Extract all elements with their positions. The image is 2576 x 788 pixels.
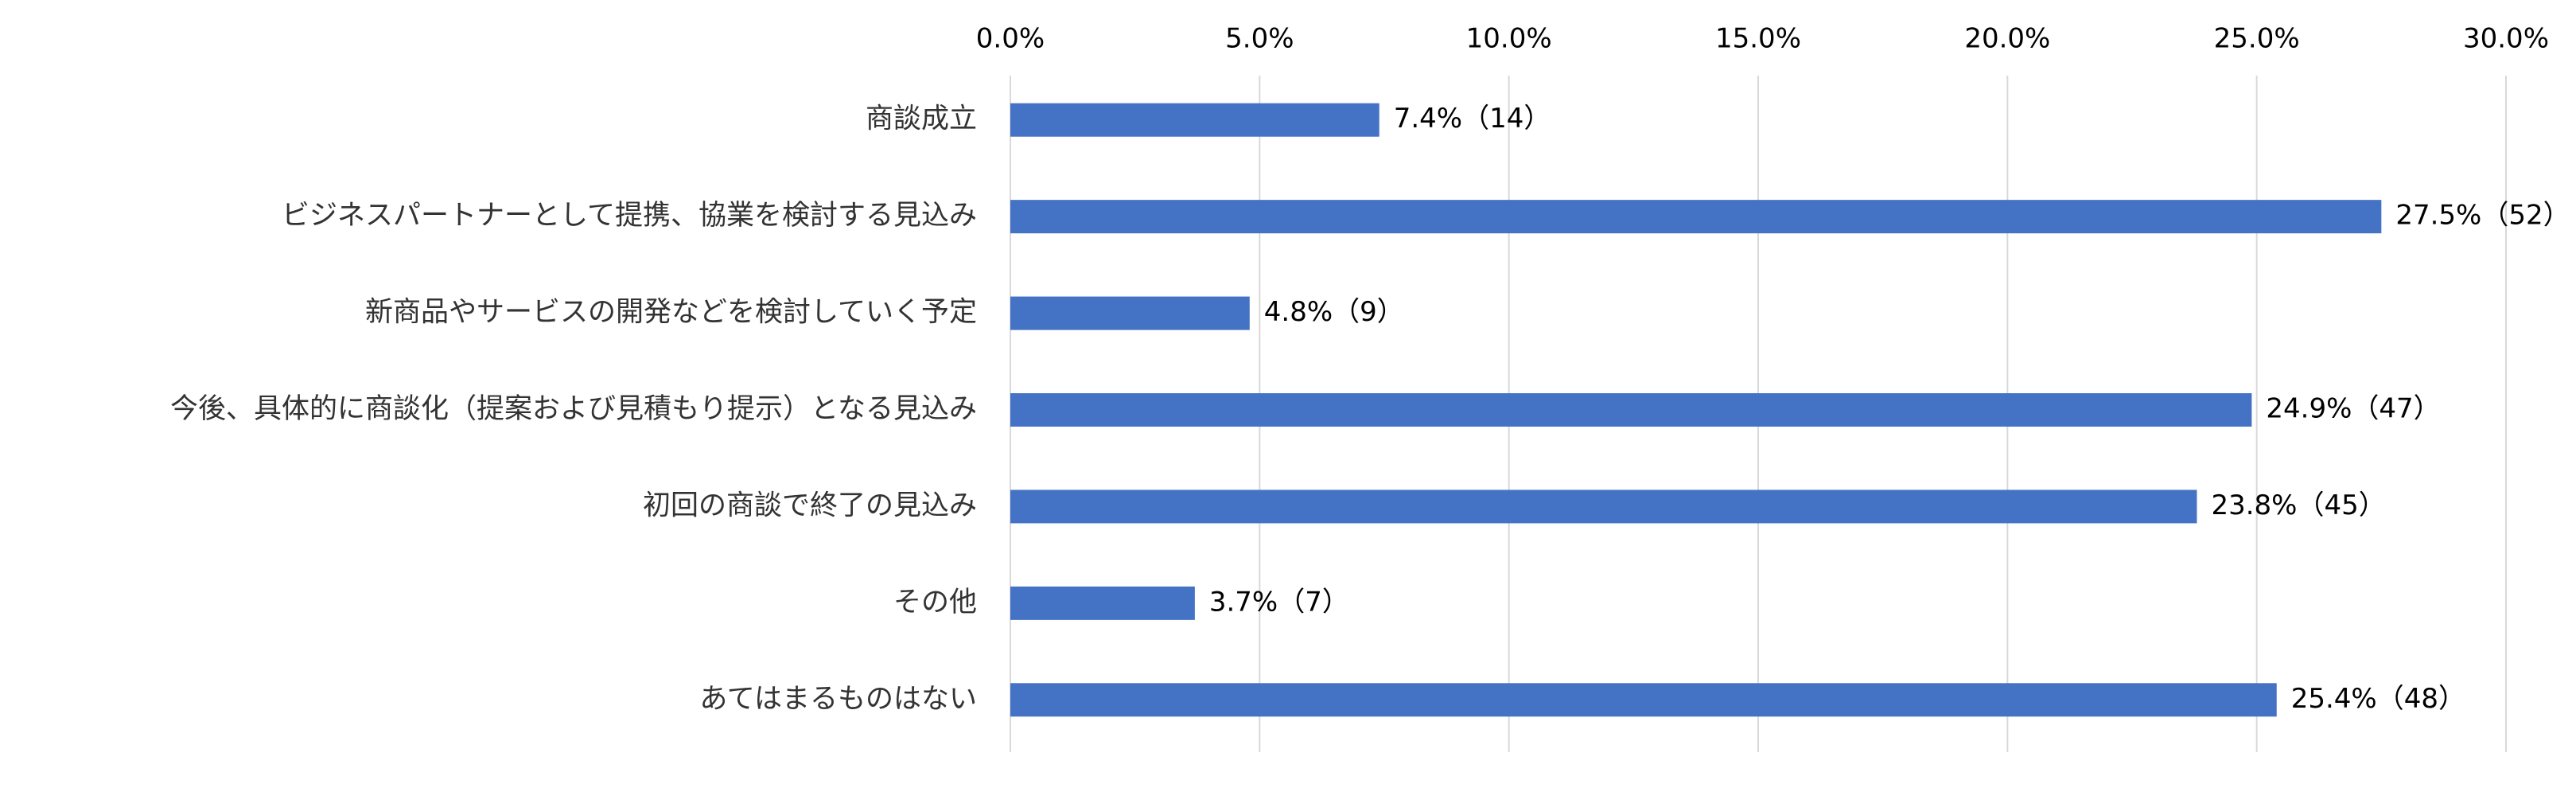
bar — [1010, 490, 2197, 524]
y-tick-label: 初回の商談で終了の見込み — [643, 490, 977, 521]
x-tick-label: 25.0% — [2214, 23, 2300, 55]
x-tick-label: 30.0% — [2463, 23, 2549, 55]
y-tick-label: その他 — [893, 587, 977, 618]
x-tick-label: 10.0% — [1466, 23, 1552, 55]
data-label: 27.5%（52） — [2395, 200, 2570, 232]
y-tick-label: ビジネスパートナーとして提携、協業を検討する見込み — [282, 200, 977, 232]
bar — [1010, 296, 1250, 330]
y-tick-label: あてはまるものはない — [699, 683, 977, 715]
data-label: 4.8%（9） — [1264, 296, 1404, 328]
bar — [1010, 393, 2252, 427]
x-tick-label: 15.0% — [1715, 23, 1801, 55]
data-label: 3.7%（7） — [1209, 586, 1349, 618]
x-tick-label: 5.0% — [1225, 23, 1294, 55]
y-tick-label: 今後、具体的に商談化（提案および見積もり提示）となる見込み — [170, 393, 977, 425]
data-label: 25.4%（48） — [2291, 683, 2465, 715]
bar — [1010, 103, 1379, 137]
bar — [1010, 200, 2382, 234]
y-tick-label: 商談成立 — [866, 103, 977, 135]
y-tick-label: 新商品やサービスの開発などを検討していく予定 — [365, 297, 977, 329]
x-tick-label: 0.0% — [976, 23, 1045, 55]
data-label: 23.8%（45） — [2211, 490, 2385, 521]
bar — [1010, 683, 2277, 717]
data-label: 7.4%（14） — [1394, 103, 1551, 135]
x-tick-label: 20.0% — [1964, 23, 2050, 55]
bar — [1010, 586, 1195, 620]
data-label: 24.9%（47） — [2266, 393, 2440, 425]
